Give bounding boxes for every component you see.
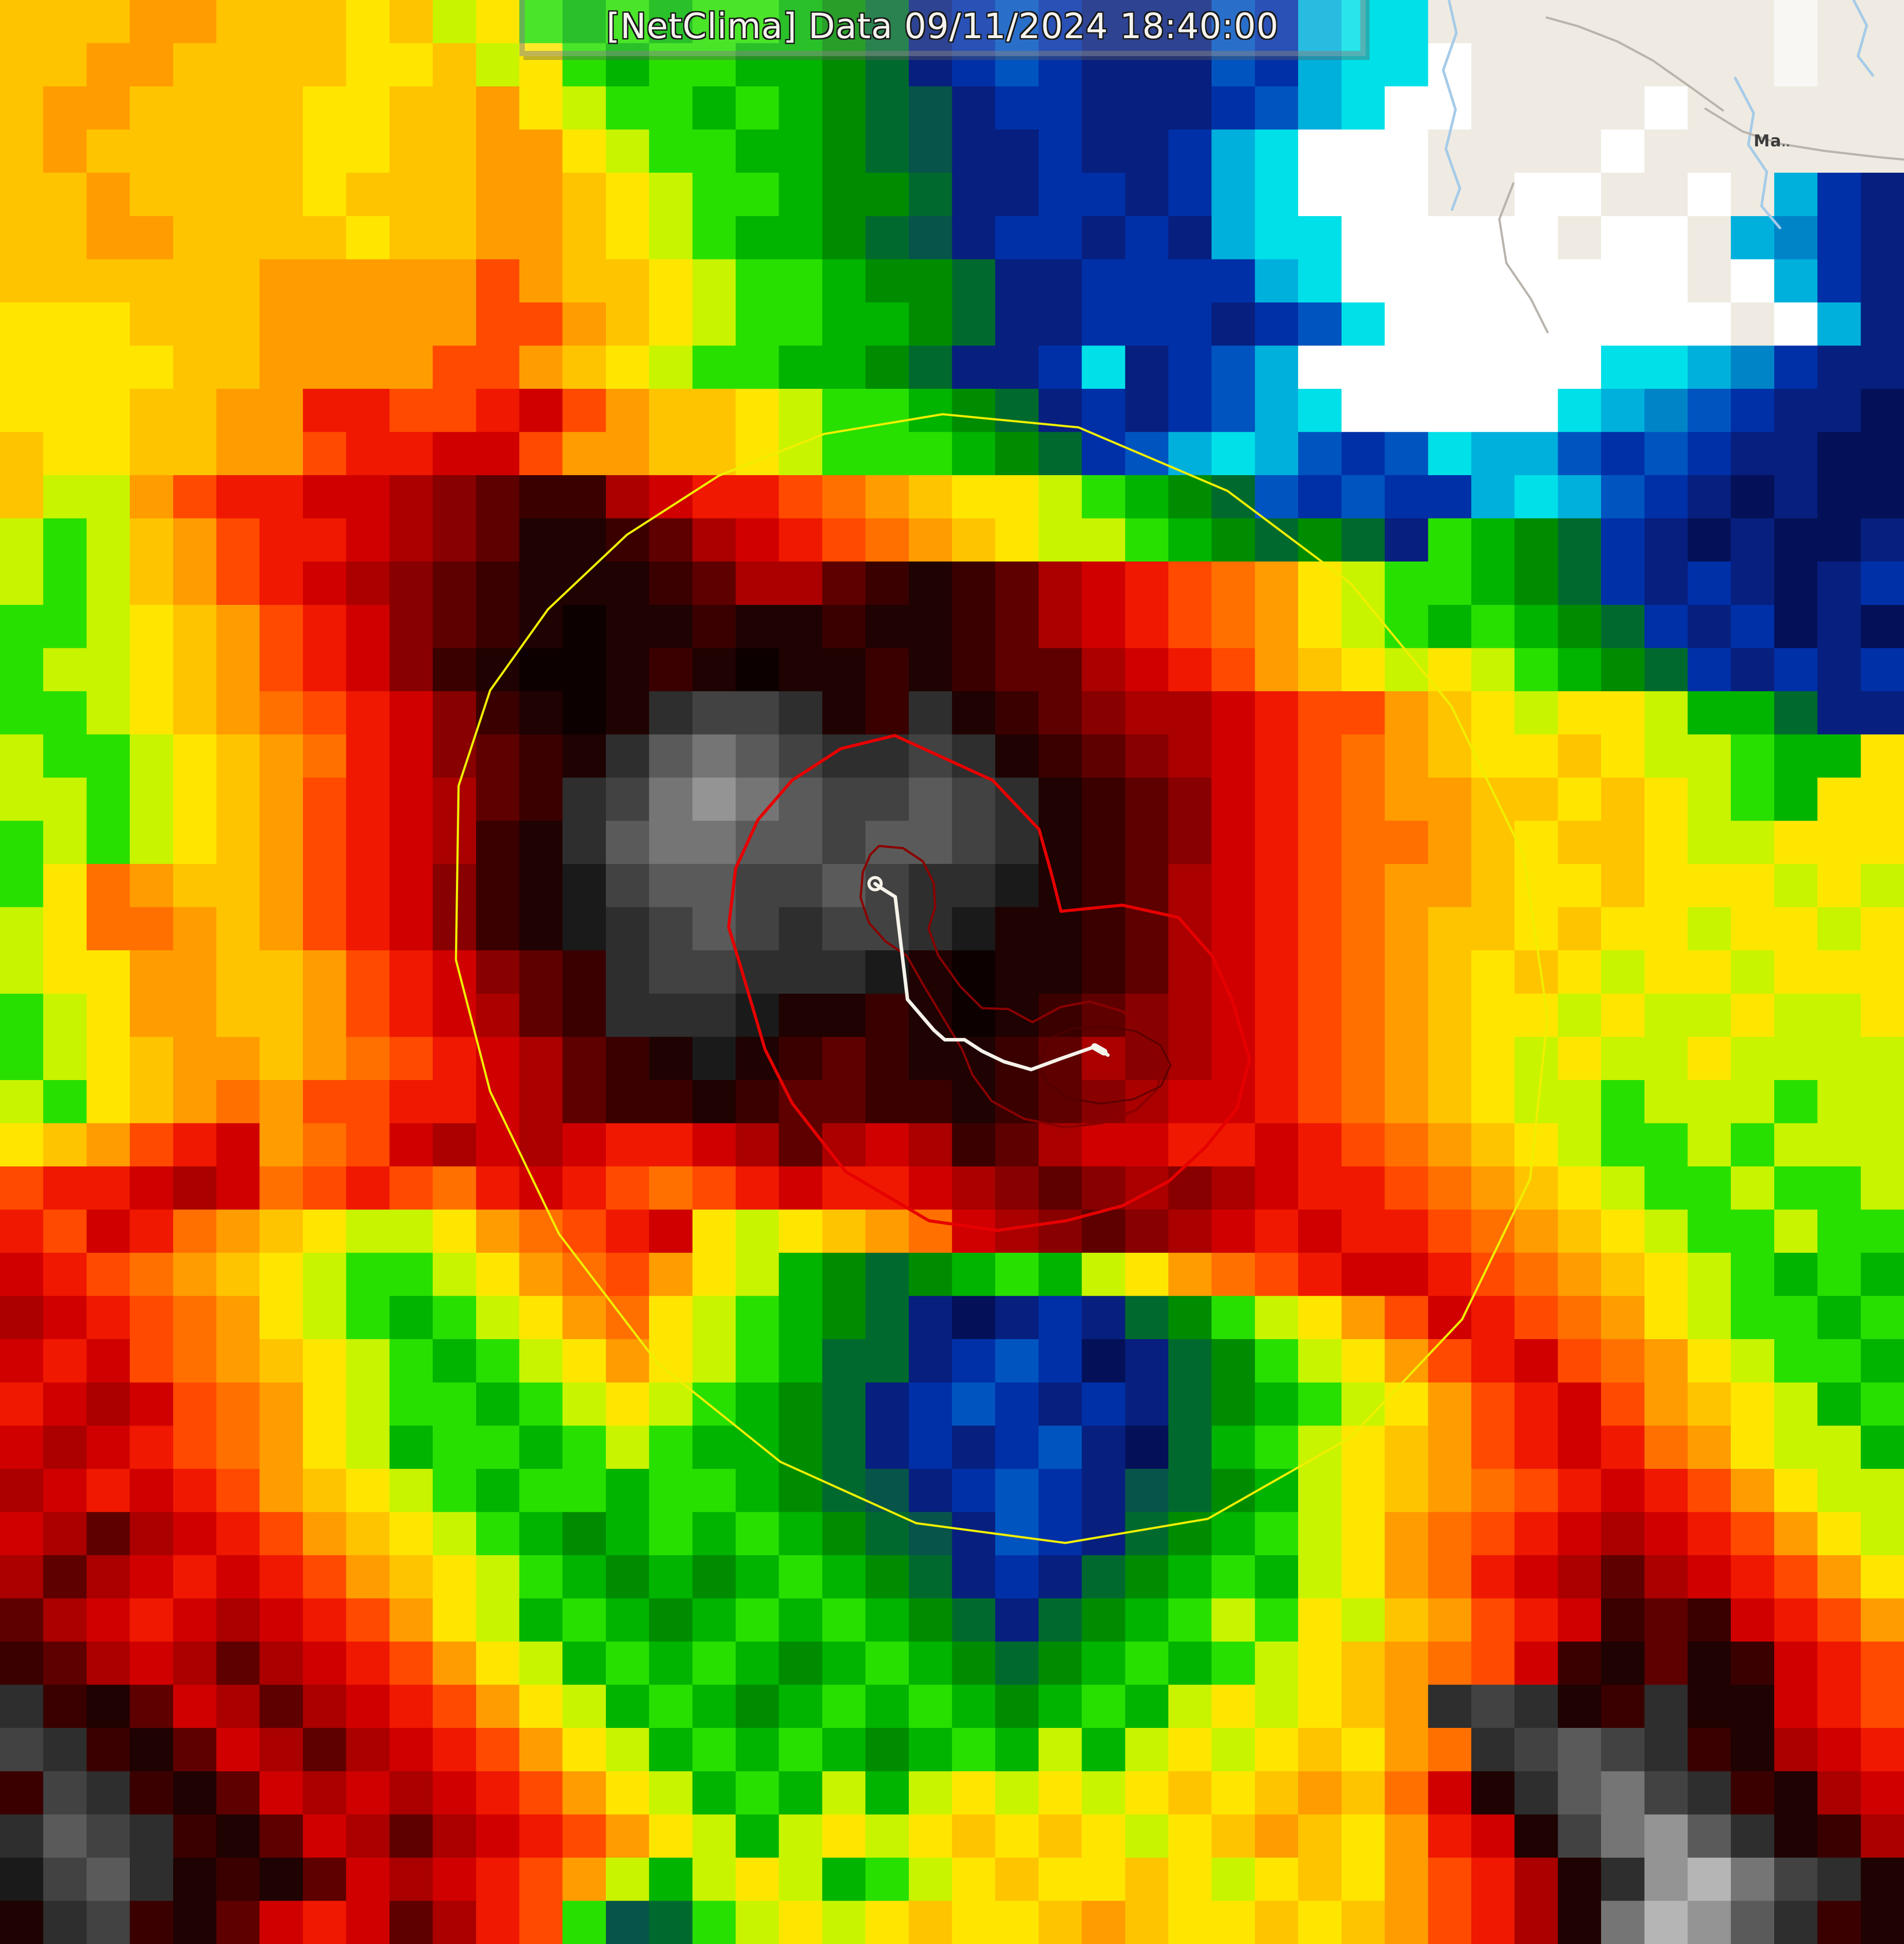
basemap-river-0 xyxy=(1442,0,1461,211)
basemap-road-1 xyxy=(1545,16,1724,112)
eye-contour xyxy=(1038,1026,1171,1105)
basemap-road-2 xyxy=(1498,182,1549,334)
basemap-river-2 xyxy=(1852,0,1874,77)
wind-contour-inner xyxy=(859,845,1164,1129)
track-start-marker xyxy=(867,876,883,892)
basemap-road-0 xyxy=(1704,107,1904,161)
track-end-marker xyxy=(1091,1043,1107,1056)
title-bar: [NetClima] Data 09/11/2024 18:40:00 xyxy=(520,0,1366,56)
title-text: [NetClima] Data 09/11/2024 18:40:00 xyxy=(606,6,1279,46)
wind-contour-outer xyxy=(727,734,1251,1232)
wind-radius-ring xyxy=(455,413,1549,1544)
basemap-place-label: Ma.. xyxy=(1754,131,1791,150)
basemap-river-1 xyxy=(1734,77,1781,229)
storm-track xyxy=(873,882,1110,1071)
